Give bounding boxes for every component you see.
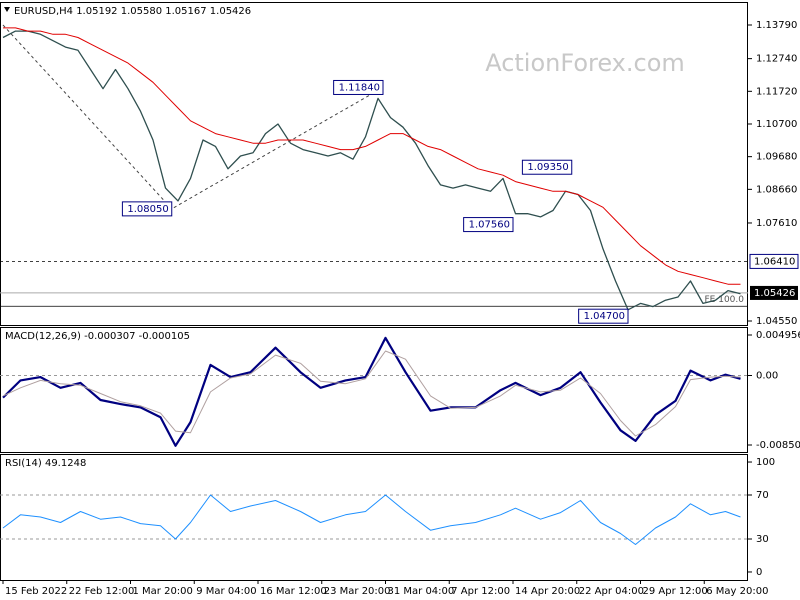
- level-box: [749, 253, 799, 269]
- x-tick-label: 22 Apr 04:00: [579, 586, 644, 597]
- series-line: [2, 350, 741, 437]
- x-tick-label: 6 May 20:00: [706, 586, 768, 597]
- panel-frame: [0, 327, 748, 453]
- watermark: ActionForex.com: [485, 49, 685, 77]
- x-tick-label: 16 Mar 12:00: [260, 586, 327, 597]
- x-tick-label: 7 Apr 12:00: [451, 586, 510, 597]
- y-tick-label: 30: [756, 534, 769, 545]
- annotation-box: [521, 159, 573, 175]
- annotation-label: 1.04700: [584, 311, 625, 322]
- series-line: [2, 30, 741, 311]
- panel-frame: [0, 454, 748, 581]
- y-tick-label: 0.00: [756, 371, 778, 382]
- y-tick-label: 1.13790: [756, 20, 797, 31]
- current-price-box: [750, 285, 798, 300]
- annotation-label: 1.08050: [127, 204, 168, 215]
- y-tick-label: 0.004956: [756, 330, 800, 341]
- y-tick-label: 1.11720: [756, 86, 797, 97]
- x-tick-label: 31 Mar 04:00: [388, 586, 455, 597]
- current-price-label: 1.05426: [754, 288, 795, 299]
- x-tick-label: 22 Feb 12:00: [69, 586, 135, 597]
- series-line: [2, 336, 741, 447]
- menu-triangle: [4, 7, 10, 12]
- y-tick-label: 100: [756, 457, 775, 468]
- x-tick-label: 23 Mar 20:00: [324, 586, 391, 597]
- annotation-box: [578, 308, 629, 324]
- panel-title: EURUSD,H4 1.05192 1.05580 1.05167 1.0542…: [14, 6, 251, 17]
- y-tick-label: 0: [756, 567, 762, 578]
- annotation-box: [333, 79, 384, 95]
- x-tick-label: 29 Apr 12:00: [643, 586, 708, 597]
- annotation-box: [463, 217, 514, 233]
- annotation-label: 1.07560: [469, 220, 510, 231]
- series-line: [3, 27, 741, 285]
- y-tick-label: 1.12740: [756, 54, 797, 65]
- series-line: [2, 494, 741, 545]
- annotation-label: 1.11840: [339, 82, 380, 93]
- y-tick-label: -0.008501: [756, 440, 800, 451]
- y-tick-label: 1.10700: [756, 119, 797, 130]
- y-tick-label: 1.07610: [756, 218, 797, 229]
- y-tick-label: 1.08660: [756, 184, 797, 195]
- x-tick-label: 1 Mar 20:00: [133, 586, 193, 597]
- level-label: FE 100.0: [705, 295, 745, 305]
- y-tick-label: 1.09680: [756, 152, 797, 163]
- x-tick-label: 15 Feb 2022: [5, 586, 67, 597]
- annotation-box: [121, 201, 173, 217]
- x-tick-label: 9 Mar 04:00: [196, 586, 256, 597]
- y-tick-label: 70: [756, 490, 769, 501]
- annotation-label: 1.09350: [527, 162, 568, 173]
- level-label: 1.06410: [754, 256, 795, 267]
- y-tick-label: 1.04550: [756, 316, 797, 327]
- panel-title: RSI(14) 49.1248: [5, 458, 86, 469]
- panel-title: MACD(12,26,9) -0.000307 -0.000105: [5, 331, 190, 342]
- panel-frame: [0, 2, 748, 326]
- x-tick-label: 14 Apr 20:00: [515, 586, 580, 597]
